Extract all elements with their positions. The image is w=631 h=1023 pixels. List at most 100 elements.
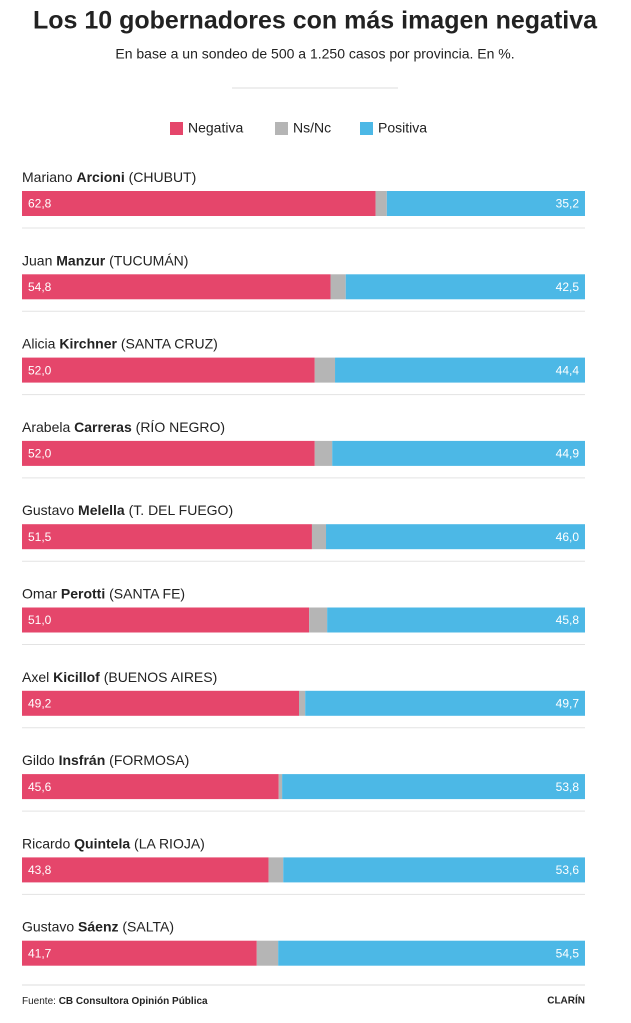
value-label: 41,7 [28, 946, 52, 960]
bar-segment [305, 690, 585, 716]
category-part: Omar [22, 585, 57, 601]
category-label: Arabela Carreras (RÍO NEGRO) [22, 419, 225, 435]
bar-segment [22, 607, 310, 633]
value-label: 52,0 [28, 447, 52, 461]
value-label: 44,4 [556, 363, 580, 377]
bar-segment [332, 440, 585, 466]
bar-segment [283, 857, 585, 883]
category-part: (RÍO NEGRO) [136, 419, 225, 435]
brand: CLARÍN [547, 994, 585, 1007]
category-part: Alicia [22, 335, 56, 351]
category-part: Insfrán [59, 752, 106, 768]
category-part: Arabela [22, 419, 70, 435]
legend-swatch [275, 122, 288, 135]
category-part: Perotti [61, 585, 105, 601]
category-part: Quintela [74, 835, 130, 851]
category-part: (LA RIOJA) [134, 835, 205, 851]
value-label: 52,0 [28, 363, 52, 377]
category-label: Alicia Kirchner (SANTA CRUZ) [22, 335, 218, 351]
bar-segment [330, 274, 346, 300]
category-label: Ricardo Quintela (LA RIOJA) [22, 835, 205, 851]
bar-segment [345, 274, 585, 300]
legend-label: Ns/Nc [293, 120, 331, 136]
category-part: Juan [22, 252, 52, 268]
value-label: 53,8 [556, 780, 580, 794]
category-part: Carreras [74, 419, 132, 435]
chart-subtitle: En base a un sondeo de 500 a 1.250 casos… [115, 46, 514, 62]
value-label: 53,6 [556, 863, 580, 877]
value-label: 35,2 [556, 197, 580, 211]
chart-title: Los 10 gobernadores con más imagen negat… [33, 7, 598, 35]
bar-segment [22, 524, 312, 550]
bar-segment [309, 607, 328, 633]
bar-segment [314, 440, 333, 466]
category-part: Mariano [22, 169, 73, 185]
bar-segment [375, 191, 387, 216]
bar-segment [22, 274, 331, 300]
category-part: Gustavo [22, 918, 74, 934]
legend-swatch [170, 122, 183, 135]
category-part: Ricardo [22, 835, 70, 851]
value-label: 49,2 [28, 696, 52, 710]
category-label: Gildo Insfrán (FORMOSA) [22, 752, 189, 768]
category-part: (CHUBUT) [129, 169, 197, 185]
bar-segment [22, 774, 279, 800]
category-part: Melella [78, 502, 125, 518]
category-label: Juan Manzur (TUCUMÁN) [22, 252, 188, 268]
category-part: (T. DEL FUEGO) [129, 502, 234, 518]
category-part: Kirchner [59, 335, 117, 351]
category-label: Omar Perotti (SANTA FE) [22, 585, 185, 601]
legend-label: Positiva [378, 120, 427, 136]
category-part: Arcioni [76, 169, 124, 185]
value-label: 51,0 [28, 613, 52, 627]
value-label: 43,8 [28, 863, 52, 877]
bar-segment [335, 357, 585, 383]
category-part: Kicillof [53, 669, 100, 685]
category-part: (SANTA FE) [109, 585, 185, 601]
bar-segment [298, 690, 306, 716]
value-label: 54,5 [556, 946, 580, 960]
value-label: 54,8 [28, 280, 52, 294]
value-label: 45,8 [556, 613, 580, 627]
bar-segment [386, 191, 585, 216]
bar-segment [22, 857, 269, 883]
category-part: (SALTA) [122, 918, 174, 934]
category-label: Gustavo Melella (T. DEL FUEGO) [22, 502, 233, 518]
value-label: 46,0 [556, 530, 580, 544]
category-part: (SANTA CRUZ) [121, 335, 218, 351]
value-label: 42,5 [556, 280, 580, 294]
bar-segment [256, 940, 279, 966]
bar-segment [22, 440, 315, 466]
category-label: Axel Kicillof (BUENOS AIRES) [22, 669, 217, 685]
category-part: Gildo [22, 752, 55, 768]
legend-swatch [360, 122, 373, 135]
bar-segment [278, 940, 585, 966]
category-part: Gustavo [22, 502, 74, 518]
bar-segment [327, 607, 585, 633]
bar-segment [326, 524, 585, 550]
bar-segment [22, 357, 315, 383]
bar-segment [278, 774, 283, 800]
bar-segment [22, 690, 299, 716]
category-part: Sáenz [78, 918, 118, 934]
bar-segment [268, 857, 284, 883]
category-part: (TUCUMÁN) [109, 252, 188, 268]
category-part: Manzur [56, 252, 106, 268]
value-label: 45,6 [28, 780, 52, 794]
bar-segment [314, 357, 336, 383]
source-label: Fuente: [22, 996, 56, 1007]
category-label: Mariano Arcioni (CHUBUT) [22, 169, 196, 185]
bar-segment [311, 524, 327, 550]
category-part: (FORMOSA) [109, 752, 189, 768]
bar-segment [282, 774, 585, 800]
category-part: (BUENOS AIRES) [104, 669, 218, 685]
value-label: 44,9 [556, 447, 580, 461]
value-label: 51,5 [28, 530, 52, 544]
legend-label: Negativa [188, 120, 243, 136]
bar-segment [22, 940, 257, 966]
value-label: 62,8 [28, 197, 52, 211]
bar-segment [22, 191, 376, 216]
category-label: Gustavo Sáenz (SALTA) [22, 918, 174, 934]
source-name: CB Consultora Opinión Pública [59, 996, 208, 1007]
